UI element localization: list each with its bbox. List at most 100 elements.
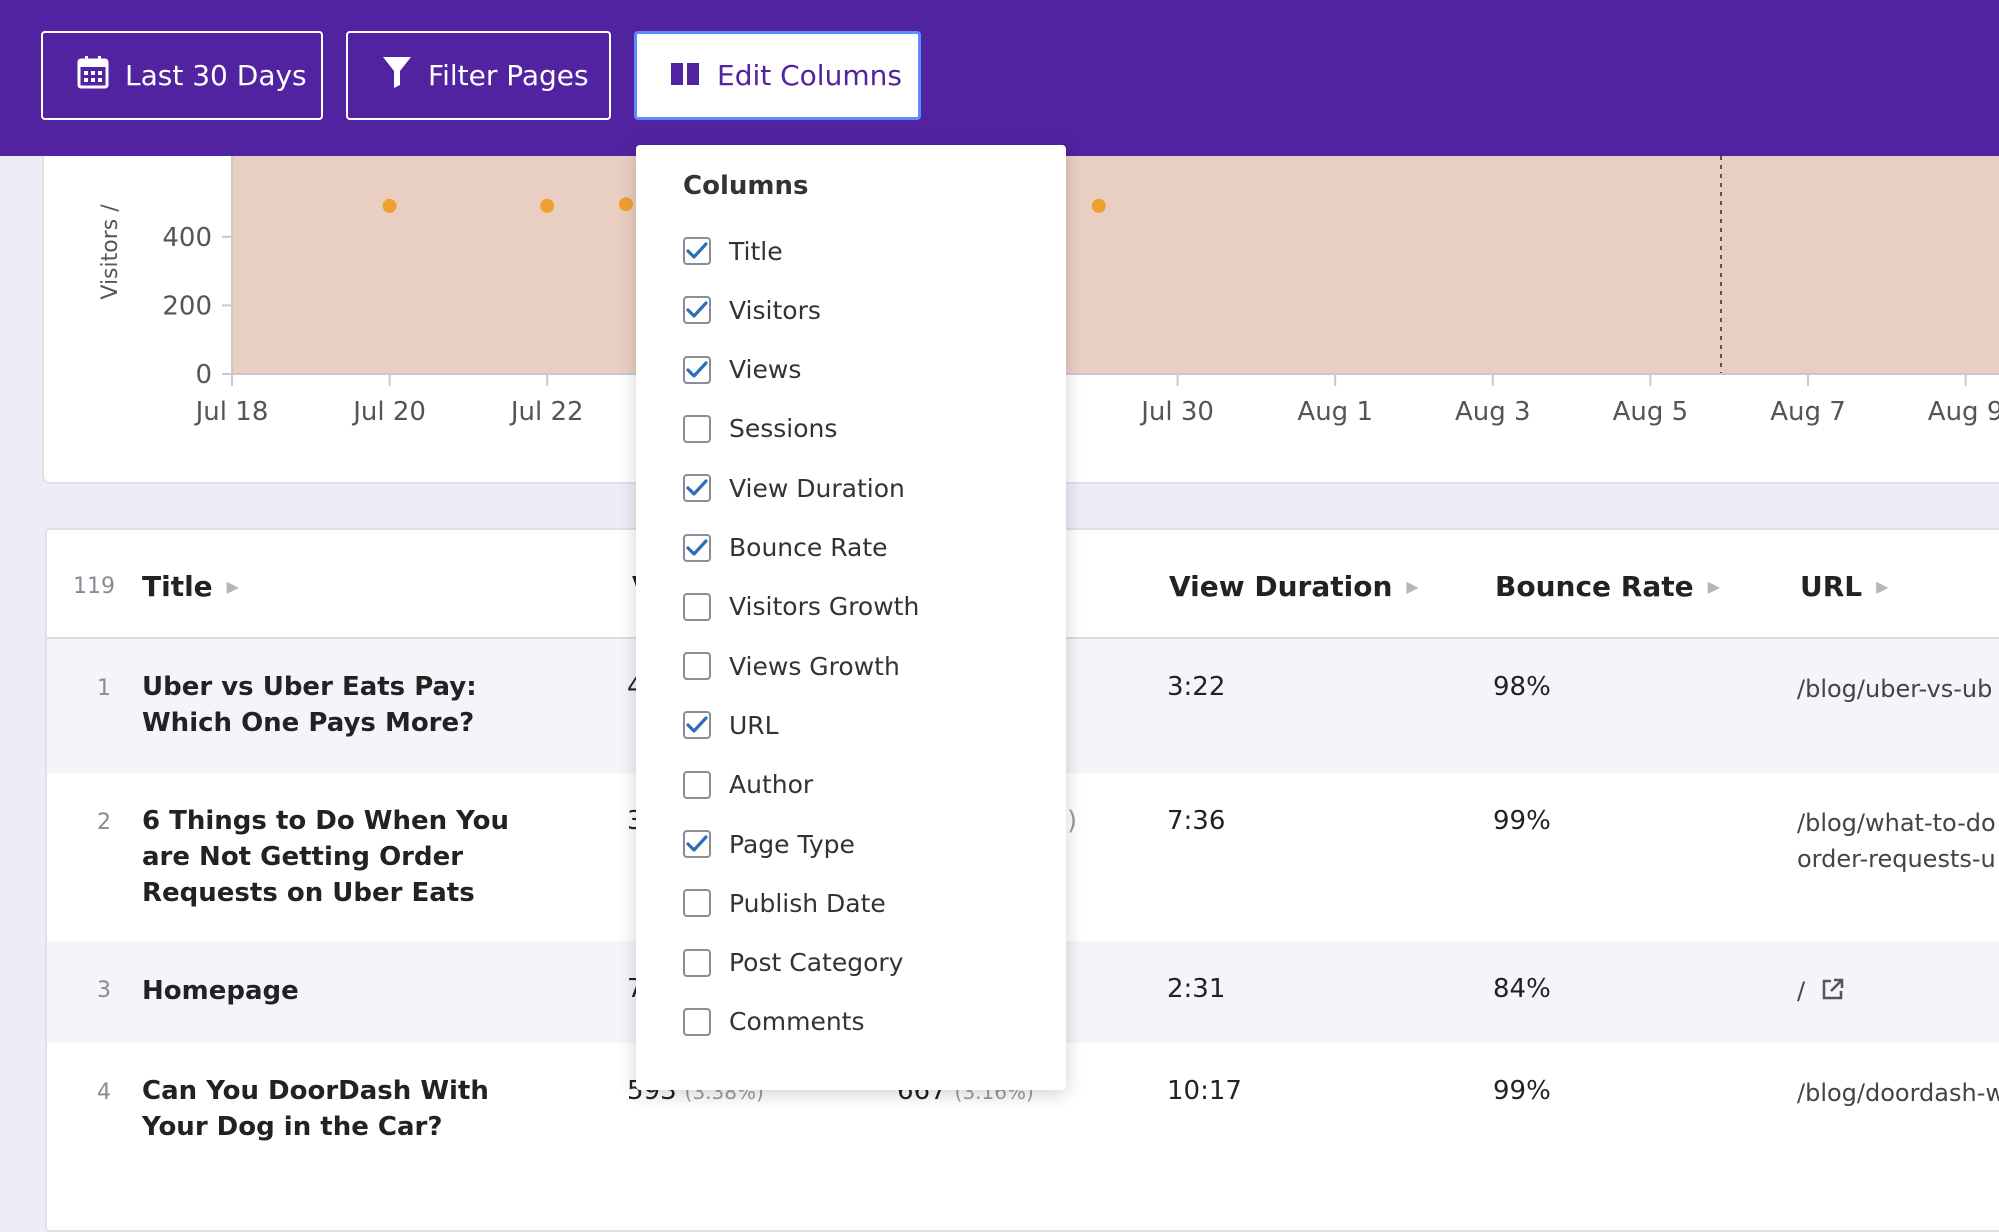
row-title[interactable]: 6 Things to Do When You are Not Getting …	[142, 806, 509, 908]
header-url[interactable]: URL ▶	[1800, 570, 1889, 603]
column-option-label: Title	[729, 236, 783, 266]
row-bounce-rate: 84%	[1493, 974, 1551, 1004]
checkmark-icon	[686, 479, 708, 496]
views-checkbox[interactable]	[683, 355, 711, 384]
table-row[interactable]: 2 6 Things to Do When You are Not Gettin…	[47, 773, 1999, 941]
column-option-label: Bounce Rate	[729, 533, 888, 562]
sort-arrow-icon: ▶	[226, 577, 239, 596]
row-number: 3	[97, 978, 111, 1003]
date-range-button[interactable]: Last 30 Days	[41, 31, 323, 120]
row-title[interactable]: Uber vs Uber Eats Pay: Which One Pays Mo…	[142, 672, 477, 738]
y-tick-label: 200	[162, 291, 212, 321]
comments-checkbox[interactable]	[683, 1007, 711, 1036]
column-option-post-category[interactable]: Post Category	[683, 945, 903, 981]
column-option-views-growth[interactable]: Views Growth	[683, 648, 900, 684]
row-url[interactable]: /blog/uber-vs-ub	[1797, 675, 1993, 703]
edit-columns-button[interactable]: Edit Columns	[634, 31, 921, 120]
edit-columns-label: Edit Columns	[717, 59, 902, 92]
top-toolbar: Last 30 Days Filter Pages Edit Columns	[0, 0, 1999, 156]
sort-arrow-icon: ▶	[1406, 577, 1419, 596]
x-tick-label: Jul 30	[1139, 397, 1214, 427]
column-option-label: URL	[729, 710, 779, 740]
url-checkbox[interactable]	[683, 711, 711, 740]
row-view-duration: 2:31	[1167, 974, 1226, 1004]
x-tick-label: Aug 9	[1928, 397, 1999, 427]
column-option-author[interactable]: Author	[683, 767, 813, 803]
x-tick-label: Aug 1	[1297, 397, 1373, 427]
y-axis-label: Visitors /	[98, 204, 123, 300]
header-title[interactable]: Title ▶	[142, 570, 239, 603]
columns-icon	[671, 59, 701, 92]
column-option-sessions[interactable]: Sessions	[683, 411, 837, 447]
column-option-comments[interactable]: Comments	[683, 1004, 865, 1040]
funnel-icon	[382, 55, 412, 96]
column-option-page-type[interactable]: Page Type	[683, 826, 855, 862]
column-option-view-duration[interactable]: View Duration	[683, 470, 905, 506]
column-option-views[interactable]: Views	[683, 352, 801, 388]
x-tick-label: Jul 20	[351, 397, 426, 427]
row-bounce-rate: 98%	[1493, 672, 1551, 702]
column-option-label: Views	[729, 355, 802, 385]
x-tick-label: Aug 7	[1770, 397, 1846, 427]
column-option-visitors-growth[interactable]: Visitors Growth	[683, 589, 919, 625]
column-option-bounce-rate[interactable]: Bounce Rate	[683, 530, 888, 566]
row-view-duration: 7:36	[1167, 806, 1226, 836]
checkmark-icon	[686, 360, 708, 378]
column-option-label: Sessions	[729, 414, 838, 444]
title-checkbox[interactable]	[683, 237, 711, 265]
post-category-checkbox[interactable]	[683, 948, 711, 977]
page-type-checkbox[interactable]	[683, 830, 711, 858]
column-option-label: Post Category	[729, 948, 904, 978]
column-option-label: Page Type	[729, 829, 855, 859]
x-tick-label: Jul 22	[509, 397, 584, 427]
filter-pages-button[interactable]: Filter Pages	[346, 31, 611, 120]
visitors-growth-checkbox[interactable]	[683, 592, 711, 621]
external-link-icon[interactable]	[1821, 975, 1845, 1011]
row-number: 4	[97, 1080, 111, 1105]
row-bounce-rate: 99%	[1493, 1076, 1551, 1106]
column-option-label: Publish Date	[729, 888, 886, 918]
view-duration-checkbox[interactable]	[683, 474, 711, 503]
column-option-visitors[interactable]: Visitors	[683, 292, 821, 328]
row-bounce-rate: 99%	[1493, 806, 1551, 836]
column-option-label: Comments	[729, 1007, 865, 1037]
row-number: 2	[97, 810, 111, 835]
x-tick-label: Aug 5	[1613, 397, 1689, 427]
filter-pages-label: Filter Pages	[428, 59, 589, 92]
row-title[interactable]: Homepage	[142, 976, 299, 1006]
publish-date-checkbox[interactable]	[683, 889, 711, 918]
column-option-url[interactable]: URL	[683, 707, 779, 743]
visitors-checkbox[interactable]	[683, 296, 711, 325]
row-count: 119	[73, 574, 115, 599]
column-option-title[interactable]: Title	[683, 233, 783, 269]
data-point	[1091, 198, 1106, 213]
data-point	[382, 198, 397, 213]
sessions-checkbox[interactable]	[683, 414, 711, 443]
row-url-group[interactable]: /	[1797, 973, 1999, 1011]
checkmark-icon	[686, 835, 708, 852]
checkmark-icon	[686, 301, 708, 318]
header-bounce-rate[interactable]: Bounce Rate ▶	[1495, 570, 1720, 603]
author-checkbox[interactable]	[683, 770, 711, 799]
sort-arrow-icon: ▶	[1707, 577, 1720, 596]
y-tick-label: 400	[162, 223, 212, 253]
row-url[interactable]: /blog/doordash-w	[1797, 1079, 1999, 1107]
edit-columns-dropdown: Columns Title Visitors Views Sessions View D…	[636, 145, 1066, 1090]
checkmark-icon	[686, 538, 708, 556]
checkmark-icon	[686, 242, 708, 259]
column-option-publish-date[interactable]: Publish Date	[683, 885, 886, 921]
views-growth-checkbox[interactable]	[683, 652, 711, 681]
column-option-label: View Duration	[729, 473, 905, 503]
row-title[interactable]: Can You DoorDash With Your Dog in the Ca…	[142, 1076, 489, 1142]
date-range-label: Last 30 Days	[125, 59, 307, 92]
data-point	[540, 198, 555, 213]
y-tick-label: 0	[195, 360, 212, 390]
checkmark-icon	[686, 716, 708, 733]
data-point	[619, 197, 633, 212]
row-url[interactable]: /	[1797, 977, 1806, 1005]
header-view-duration[interactable]: View Duration ▶	[1169, 570, 1419, 603]
column-option-label: Visitors	[729, 295, 821, 325]
bounce-rate-checkbox[interactable]	[683, 533, 711, 562]
row-url[interactable]: /blog/what-to-do order-requests-u	[1797, 809, 1996, 873]
row-view-duration: 3:22	[1167, 672, 1226, 702]
